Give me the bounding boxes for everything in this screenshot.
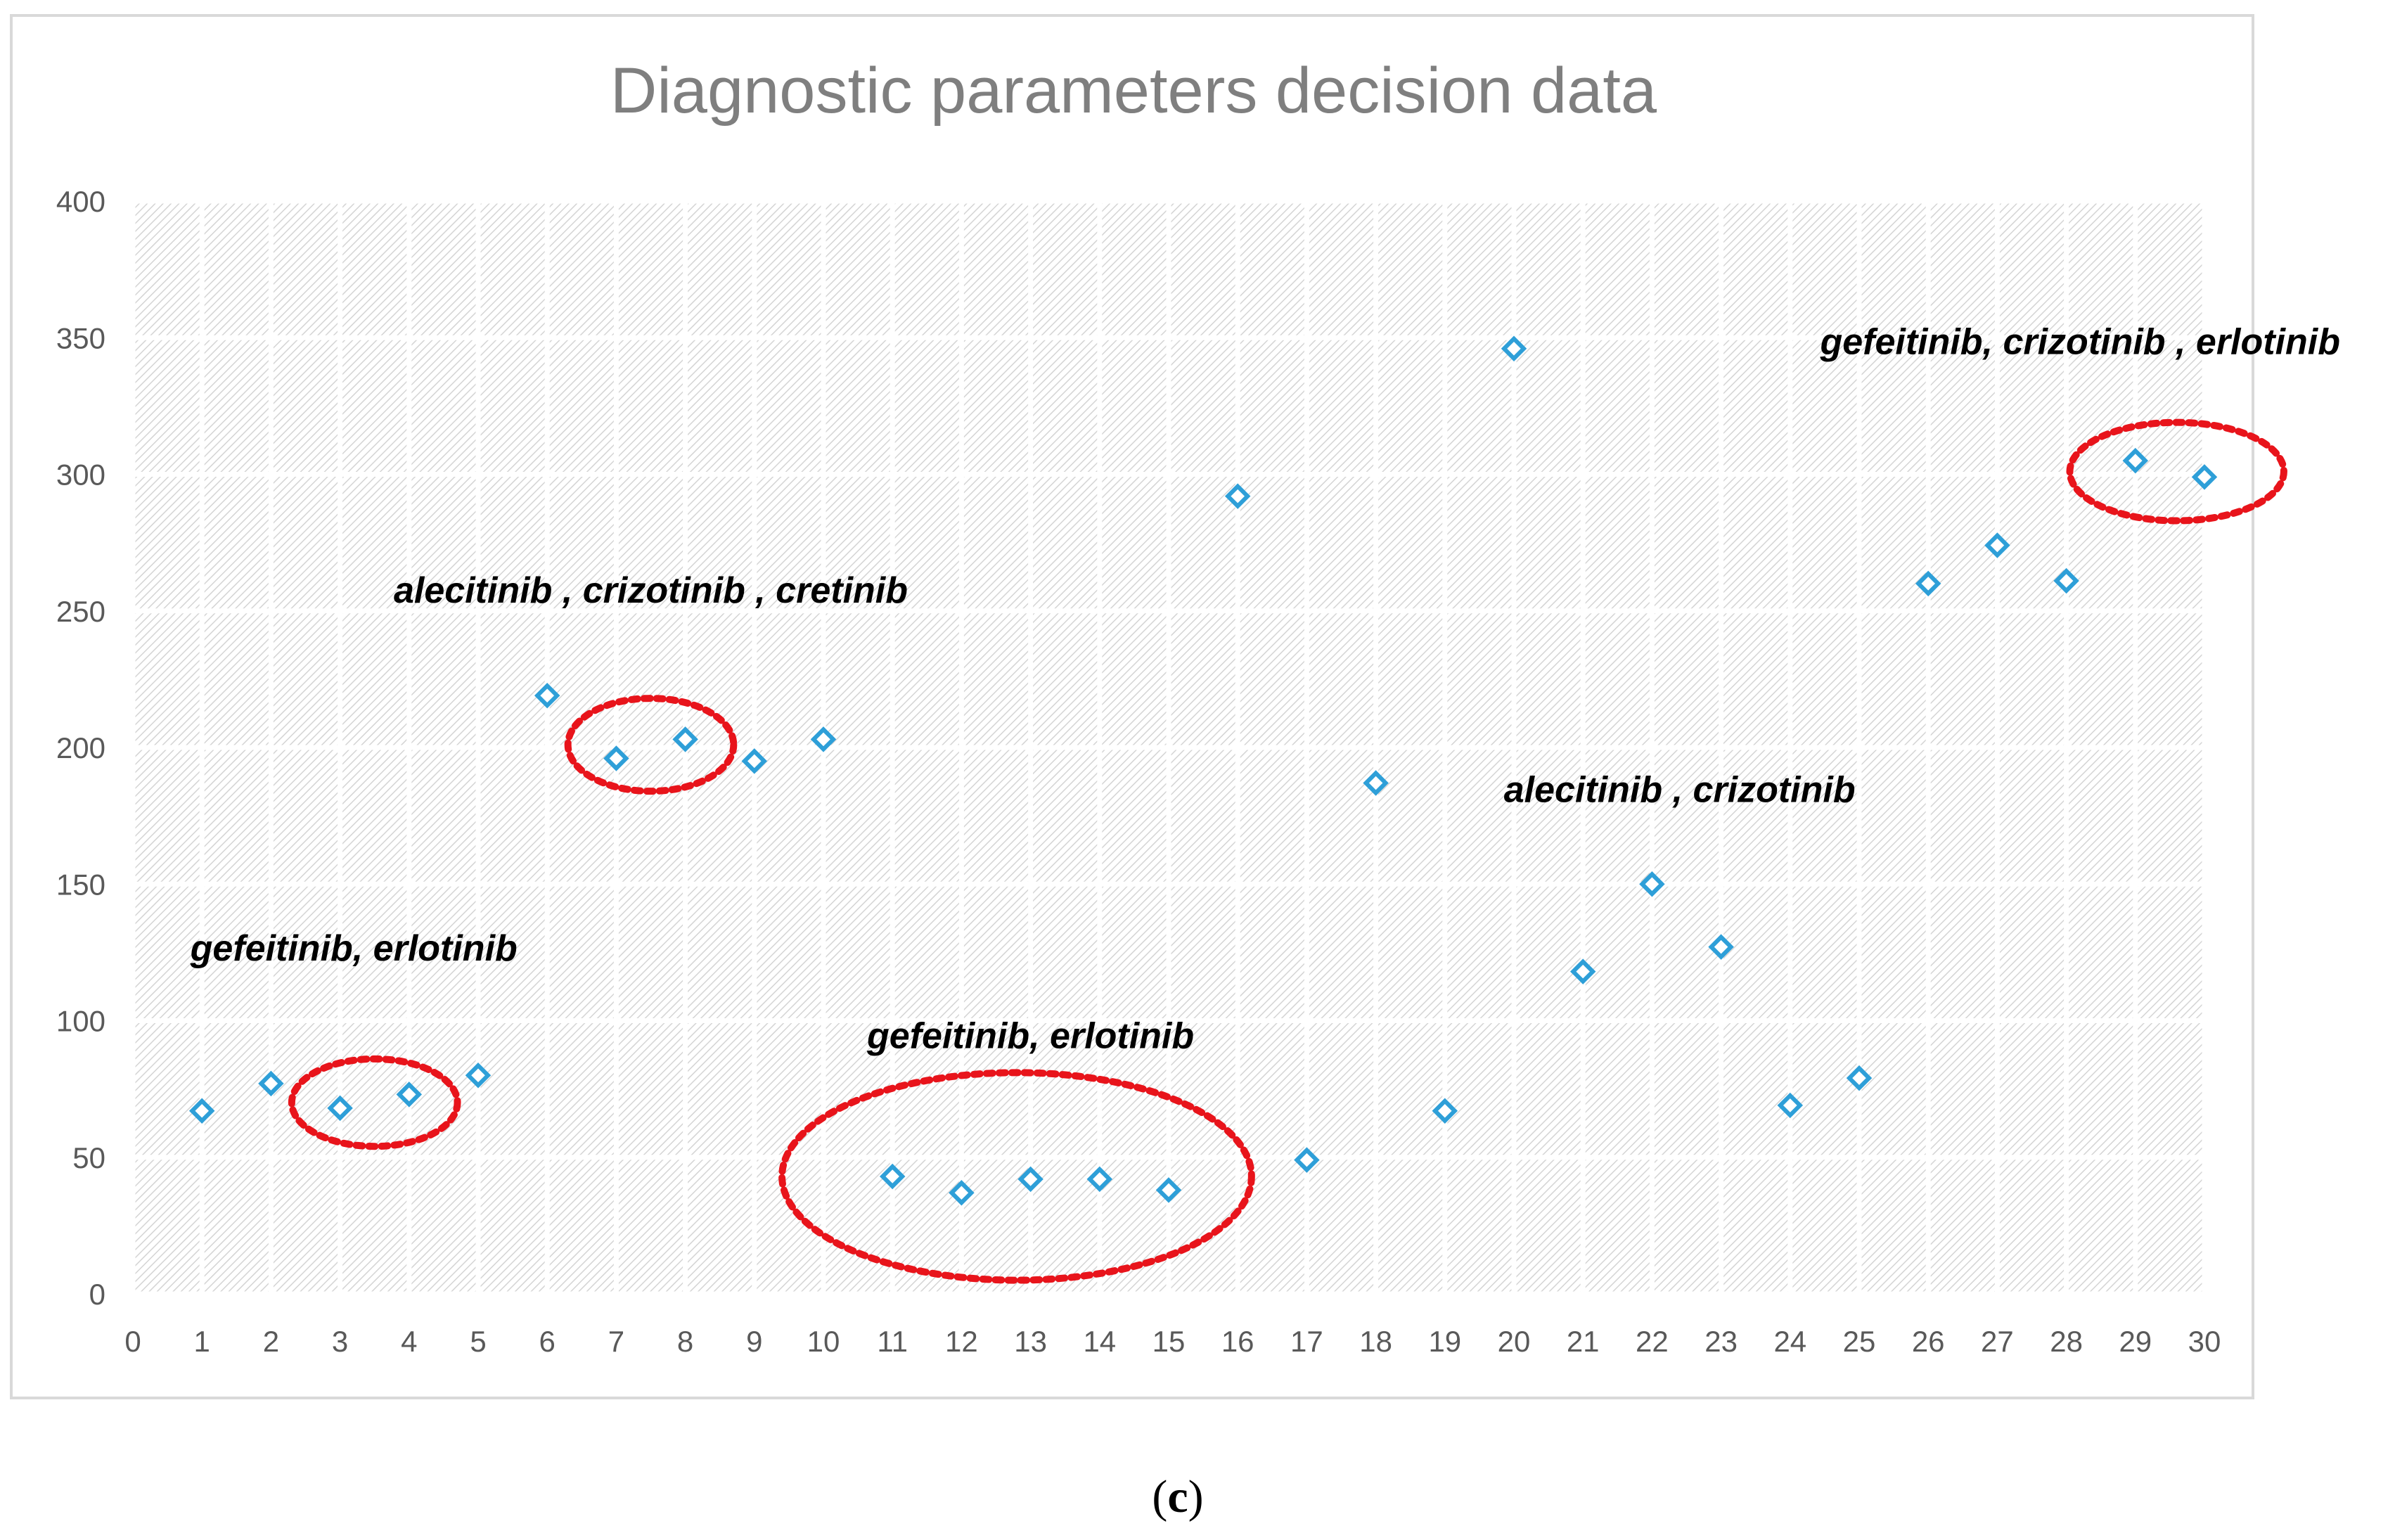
x-tick-label: 27 <box>1981 1325 2014 1358</box>
data-point <box>949 1180 975 1206</box>
x-tick-label: 7 <box>608 1325 624 1358</box>
x-tick-label: 10 <box>807 1325 840 1358</box>
y-tick-label: 0 <box>89 1278 105 1311</box>
data-point <box>1501 335 1527 362</box>
data-point <box>1432 1098 1458 1124</box>
data-point <box>396 1082 423 1108</box>
annotation-label: gefeitinib, erlotinib <box>866 1015 1194 1056</box>
highlight-ellipses <box>288 418 2287 1284</box>
x-tick-label: 6 <box>539 1325 556 1358</box>
x-tick-label: 16 <box>1221 1325 1254 1358</box>
x-tick-label: 4 <box>401 1325 417 1358</box>
x-tick-label: 9 <box>746 1325 762 1358</box>
data-point <box>1294 1147 1320 1173</box>
x-tick-label: 8 <box>677 1325 693 1358</box>
x-tick-label: 28 <box>2050 1325 2083 1358</box>
data-point <box>603 745 629 771</box>
x-tick-label: 21 <box>1567 1325 1600 1358</box>
x-tick-label: 0 <box>124 1325 141 1358</box>
caption-letter: c <box>1167 1471 1188 1522</box>
annotation-label: alecitinib , crizotinib <box>1504 770 1856 811</box>
caption-close: ) <box>1188 1471 1204 1522</box>
y-tick-label: 350 <box>56 321 105 354</box>
chart-title: Diagnostic parameters decision data <box>610 55 1657 127</box>
highlight-ellipse-2 <box>778 1069 1255 1284</box>
data-point <box>672 726 698 752</box>
x-tick-label: 26 <box>1912 1325 1945 1358</box>
data-point <box>1017 1166 1044 1193</box>
data-point <box>327 1095 353 1122</box>
data-point <box>2053 567 2079 594</box>
data-point <box>1915 570 1941 597</box>
y-tick-label: 150 <box>56 868 105 901</box>
annotation-label: gefeitinib, erlotinib <box>190 928 518 969</box>
data-point <box>1363 770 1389 796</box>
data-points <box>188 335 2218 1206</box>
y-tick-label: 200 <box>56 731 105 764</box>
data-point <box>1777 1092 1804 1119</box>
x-tick-label: 18 <box>1359 1325 1392 1358</box>
x-tick-label: 29 <box>2119 1325 2152 1358</box>
y-axis: 0 50 100 150 200 250 300 350 400 <box>56 185 105 1311</box>
x-tick-label: 17 <box>1290 1325 1323 1358</box>
data-point <box>2122 447 2149 474</box>
data-point <box>1984 532 2010 558</box>
data-point <box>1224 483 1251 509</box>
data-point <box>879 1163 906 1190</box>
data-point <box>1086 1166 1113 1193</box>
x-tick-label: 1 <box>194 1325 210 1358</box>
data-point <box>465 1062 492 1089</box>
x-tick-label: 14 <box>1083 1325 1116 1358</box>
x-tick-label: 11 <box>877 1325 908 1358</box>
annotation-label: alecitinib , crizotinib , cretinib <box>394 570 908 611</box>
data-point <box>258 1070 284 1097</box>
data-point <box>1708 934 1734 960</box>
highlight-ellipse-0 <box>288 1055 461 1150</box>
x-tick-label: 19 <box>1428 1325 1461 1358</box>
data-point <box>534 682 560 709</box>
x-tick-label: 25 <box>1843 1325 1876 1358</box>
x-tick-label: 13 <box>1014 1325 1047 1358</box>
highlight-ellipse-1 <box>564 695 738 795</box>
annotations: gefeitinib, erlotinib alecitinib , crizot… <box>190 322 2340 1057</box>
y-tick-label: 400 <box>56 185 105 218</box>
data-point <box>1846 1065 1873 1091</box>
x-axis: 0 1 2 3 4 5 6 7 8 9 10 11 12 13 14 15 16 17 18 19 20 21 22 23 24… <box>124 1325 2221 1358</box>
x-tick-label: 23 <box>1704 1325 1738 1358</box>
x-tick-label: 2 <box>263 1325 279 1358</box>
data-point <box>1155 1177 1182 1203</box>
highlight-ellipse-3 <box>2066 418 2287 525</box>
x-tick-label: 20 <box>1498 1325 1531 1358</box>
y-tick-label: 300 <box>56 458 105 492</box>
caption-open: ( <box>1152 1471 1167 1522</box>
data-point <box>1639 871 1665 897</box>
data-point <box>810 726 837 752</box>
data-point <box>1569 958 1596 984</box>
data-point <box>188 1098 215 1124</box>
y-tick-label: 50 <box>72 1141 105 1174</box>
x-tick-label: 30 <box>2188 1325 2221 1358</box>
x-tick-label: 12 <box>945 1325 978 1358</box>
x-tick-label: 22 <box>1636 1325 1669 1358</box>
y-tick-label: 250 <box>56 595 105 628</box>
x-tick-label: 15 <box>1152 1325 1186 1358</box>
x-tick-label: 24 <box>1773 1325 1806 1358</box>
x-tick-label: 3 <box>332 1325 348 1358</box>
x-tick-label: 5 <box>470 1325 486 1358</box>
annotation-label: gefeitinib, crizotinib , erlotinib <box>1819 322 2340 363</box>
figure-caption: (c) <box>1152 1471 1203 1522</box>
data-point <box>2191 464 2218 490</box>
data-point <box>741 748 768 774</box>
y-tick-label: 100 <box>56 1005 105 1038</box>
